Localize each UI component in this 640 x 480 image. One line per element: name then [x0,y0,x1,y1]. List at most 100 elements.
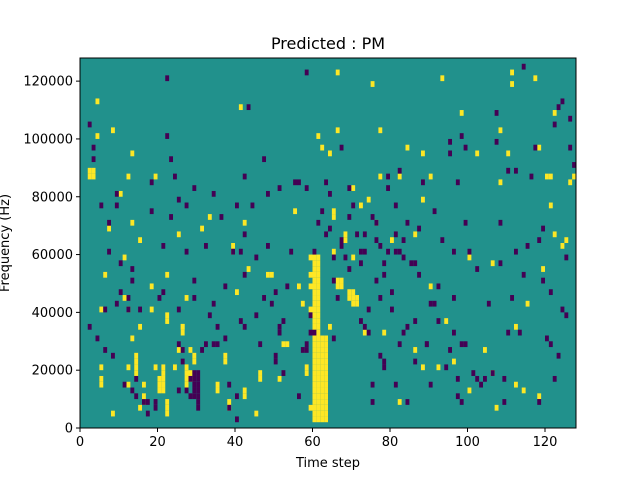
heatmap-cell-low [428,381,433,388]
heatmap-cell-low [293,179,298,186]
heatmap-cell-high [99,306,104,313]
heatmap-cell-low [250,202,255,209]
heatmap-cell-low [463,219,468,226]
heatmap-cell-low [564,312,569,319]
heatmap-cell-high [91,173,96,180]
heatmap-cell-low [436,283,441,290]
heatmap-cell-high [366,196,371,203]
heatmap-cell-low [409,260,414,267]
heatmap-cell-high [258,370,263,376]
heatmap-cell-low [347,266,352,272]
x-tick-label: 40 [227,435,244,450]
heatmap-cell-low [192,277,197,284]
heatmap-cell-high [277,375,282,382]
heatmap-cell-high [165,410,170,417]
heatmap-cell-low [196,375,201,382]
heatmap-cell-high [215,387,220,394]
heatmap-cell-high [126,381,131,388]
heatmap-cell-high [351,254,356,261]
heatmap-cell-high [521,387,526,394]
heatmap-cell-low [114,202,119,209]
heatmap-cell-low [227,404,232,411]
heatmap-cell-high [153,173,158,180]
heatmap-cell-high [413,347,418,353]
heatmap-cell-high [118,190,123,197]
heatmap-cell-high [126,364,131,371]
heatmap-cell-high [331,214,336,220]
heatmap-cell-low [498,260,503,267]
heatmap-cell-low [397,341,402,348]
heatmap-cell-high [564,237,569,243]
heatmap-cell-high [324,404,329,411]
heatmap-cell-high [215,381,220,388]
heatmap-cell-low [161,243,166,249]
y-axis-label: Frequency (Hz) [0,194,13,292]
heatmap-cell-low [564,254,569,261]
heatmap-cell-high [184,364,189,371]
heatmap-cell-high [312,341,317,348]
heatmap-cell-low [196,381,201,388]
heatmap-cell-low [537,399,542,405]
heatmap-cell-high [335,277,340,284]
heatmap-cell-low [386,248,391,255]
heatmap-cell-high [324,341,329,348]
heatmap-cell-high [161,381,166,388]
heatmap-cell-high [320,404,325,411]
heatmap-cell-high [572,173,577,180]
heatmap-cell-low [382,260,387,267]
heatmap-cell-low [316,219,321,226]
heatmap-cell-low [386,173,391,180]
heatmap-cell-high [316,404,321,411]
heatmap-cell-high [149,283,154,290]
heatmap-cell-high [316,266,321,272]
heatmap-cell-low [328,225,332,232]
heatmap-cell-high [165,318,170,324]
heatmap-cell-low [545,335,549,342]
heatmap-cell-low [223,335,228,342]
heatmap-cell-low [510,295,515,301]
y-tick-label: 20000 [32,364,73,379]
y-tick-label: 60000 [32,248,73,263]
heatmap-cell-low [514,248,518,255]
heatmap-cell-low [246,104,251,111]
heatmap-cell-low [382,271,387,278]
heatmap-cell-high [312,289,317,296]
heatmap-cell-high [285,341,290,348]
chart-title: Predicted : PM [271,34,385,53]
heatmap-cell-high [312,295,317,301]
heatmap-cell-low [188,393,193,400]
heatmap-cell-low [204,341,208,348]
heatmap-cell-high [308,271,313,278]
heatmap-cell-high [421,364,425,371]
heatmap-cell-low [262,156,267,163]
heatmap-cell-low [134,393,139,400]
heatmap-cell-high [312,254,317,261]
heatmap-cell-high [308,254,313,261]
heatmap-cell-low [494,138,499,145]
heatmap-cell-high [304,364,309,371]
heatmap-cell-high [347,295,352,301]
heatmap-cell-low [405,323,410,330]
heatmap-cell-low [568,115,573,122]
heatmap-cell-high [188,370,193,376]
heatmap-cell-high [312,335,317,342]
heatmap-cell-high [138,237,143,243]
heatmap-cell-low [548,289,553,296]
heatmap-cell-low [397,248,402,255]
heatmap-cell-high [312,370,317,376]
heatmap-cell-high [130,335,135,342]
heatmap-cell-low [165,133,170,139]
heatmap-cell-low [455,179,460,186]
heatmap-cell-high [324,416,329,423]
heatmap-cell-high [184,295,189,301]
x-tick-label: 80 [382,435,399,450]
heatmap-cell-high [192,358,197,365]
heatmap-cell-low [393,231,398,238]
heatmap-cell-low [297,179,301,186]
x-tick-label: 100 [455,435,480,450]
heatmap-cell-low [304,69,309,76]
heatmap-cell-high [452,358,456,365]
heatmap-cell-high [312,300,317,307]
heatmap-cell-low [417,225,422,232]
heatmap-cell-high [316,306,321,313]
